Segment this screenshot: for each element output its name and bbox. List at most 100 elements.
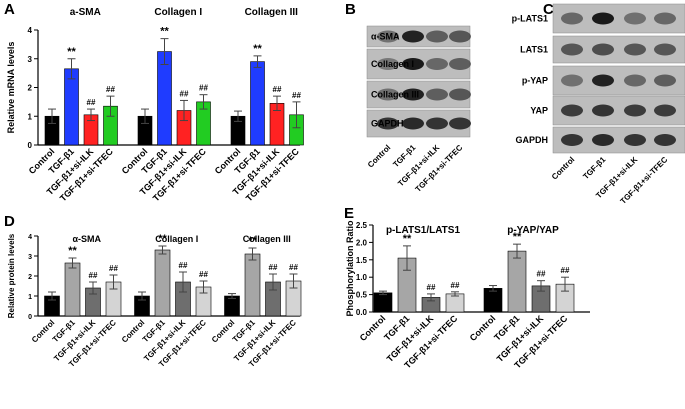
y-tick-label: 1 (28, 294, 32, 301)
error-bar (234, 110, 242, 122)
blot-lane-label: Control (366, 143, 392, 169)
bar (244, 253, 261, 317)
blot-row-label: Collagen III (371, 90, 419, 100)
y-tick-label: 1 (28, 112, 33, 121)
error-bar (537, 280, 545, 292)
blot-band (624, 74, 646, 87)
blot-band (654, 43, 676, 56)
blot-row-label: p-YAP (522, 76, 548, 86)
error-bar (269, 273, 277, 291)
significance-label: ** (403, 233, 412, 245)
blot-row-label: Collagen I (371, 59, 414, 69)
blot-band (377, 88, 399, 101)
blot-band (592, 43, 614, 56)
blot-band (624, 43, 646, 56)
error-bar (109, 274, 118, 290)
blot-band (592, 134, 614, 146)
blot-band (654, 74, 676, 87)
significance-label: ## (561, 266, 570, 275)
error-bar (158, 245, 167, 255)
blot-row-label: GAPDH (515, 135, 548, 145)
group-title: p-LATS1/LATS1 (386, 225, 461, 236)
x-tick-label: Control (358, 313, 388, 343)
significance-label: ## (199, 84, 208, 93)
blot-lane-label: Control (550, 155, 576, 181)
blot-band (377, 30, 399, 43)
error-bar (273, 95, 281, 111)
y-axis-label: Phosphorylation Ratio (345, 220, 355, 317)
error-bar (451, 291, 459, 297)
y-axis-label: Relative mRNA levels (6, 42, 16, 134)
blot-band (426, 30, 448, 43)
error-bar (48, 291, 56, 301)
significance-label: ** (68, 245, 77, 257)
bar (157, 51, 172, 146)
error-bar (513, 243, 521, 259)
blot-row-label: GAPDH (371, 119, 404, 129)
y-tick-label: 2.5 (356, 221, 368, 230)
group-title: Collagen III (245, 7, 299, 18)
y-tick-label: 1.5 (356, 256, 368, 265)
blot-band (592, 12, 614, 25)
bar (445, 293, 465, 313)
significance-label: ## (427, 283, 436, 292)
blot-band (624, 12, 646, 25)
significance-label: ** (513, 231, 522, 243)
blot-band (426, 117, 448, 130)
blot-band (592, 74, 614, 87)
blot-band (377, 117, 399, 130)
blot-band (561, 74, 583, 87)
error-bar (248, 247, 257, 261)
error-bar (89, 281, 97, 295)
blot-band (426, 58, 448, 70)
significance-label: ** (160, 26, 169, 38)
y-tick-label: 4 (28, 234, 32, 241)
error-bar (199, 280, 208, 294)
group-title: Collagen III (243, 234, 291, 244)
error-bar (48, 108, 56, 124)
bar (507, 250, 527, 313)
significance-label: ## (179, 261, 188, 270)
panel-letter: E (344, 205, 354, 222)
group-title: p-YAP/YAP (507, 225, 559, 236)
blot-row-label: LATS1 (520, 45, 548, 55)
error-bar (379, 290, 387, 296)
y-tick-label: 3 (28, 55, 33, 64)
significance-label: ## (87, 98, 96, 107)
y-tick-label: 0.5 (356, 291, 368, 300)
x-tick-label: Control (468, 313, 498, 343)
blot-band (449, 58, 471, 70)
error-bar (403, 245, 411, 271)
group-title: Collagen I (155, 234, 198, 244)
blot-band (449, 88, 471, 101)
y-axis-label: Relative protein levels (7, 233, 16, 318)
error-bar (67, 58, 76, 80)
blot-band (592, 104, 614, 117)
y-tick-label: 3 (28, 254, 32, 261)
group-title: α-SMA (72, 234, 101, 244)
significance-label: ## (180, 89, 189, 98)
panel-letter: B (345, 1, 356, 18)
blot-lane-label: TGF-β1 (581, 155, 608, 182)
y-tick-label: 1.0 (356, 273, 368, 282)
blot-band (402, 30, 424, 43)
blot-band (654, 134, 676, 146)
error-bar (427, 293, 435, 302)
error-bar (199, 94, 208, 110)
blot-band (654, 104, 676, 117)
significance-label: ## (289, 263, 298, 272)
bar (154, 249, 171, 317)
blot-band (402, 117, 424, 130)
blot-band (654, 12, 676, 25)
bar (64, 262, 81, 317)
significance-label: ** (158, 233, 167, 245)
blot-band (624, 134, 646, 146)
blot-row-label: p-LATS1 (512, 14, 548, 24)
significance-label: ## (89, 271, 98, 280)
error-bar (106, 95, 115, 117)
blot-band (561, 134, 583, 146)
y-tick-label: 0.0 (356, 308, 368, 317)
error-bar (138, 291, 146, 301)
significance-label: ## (292, 91, 301, 100)
